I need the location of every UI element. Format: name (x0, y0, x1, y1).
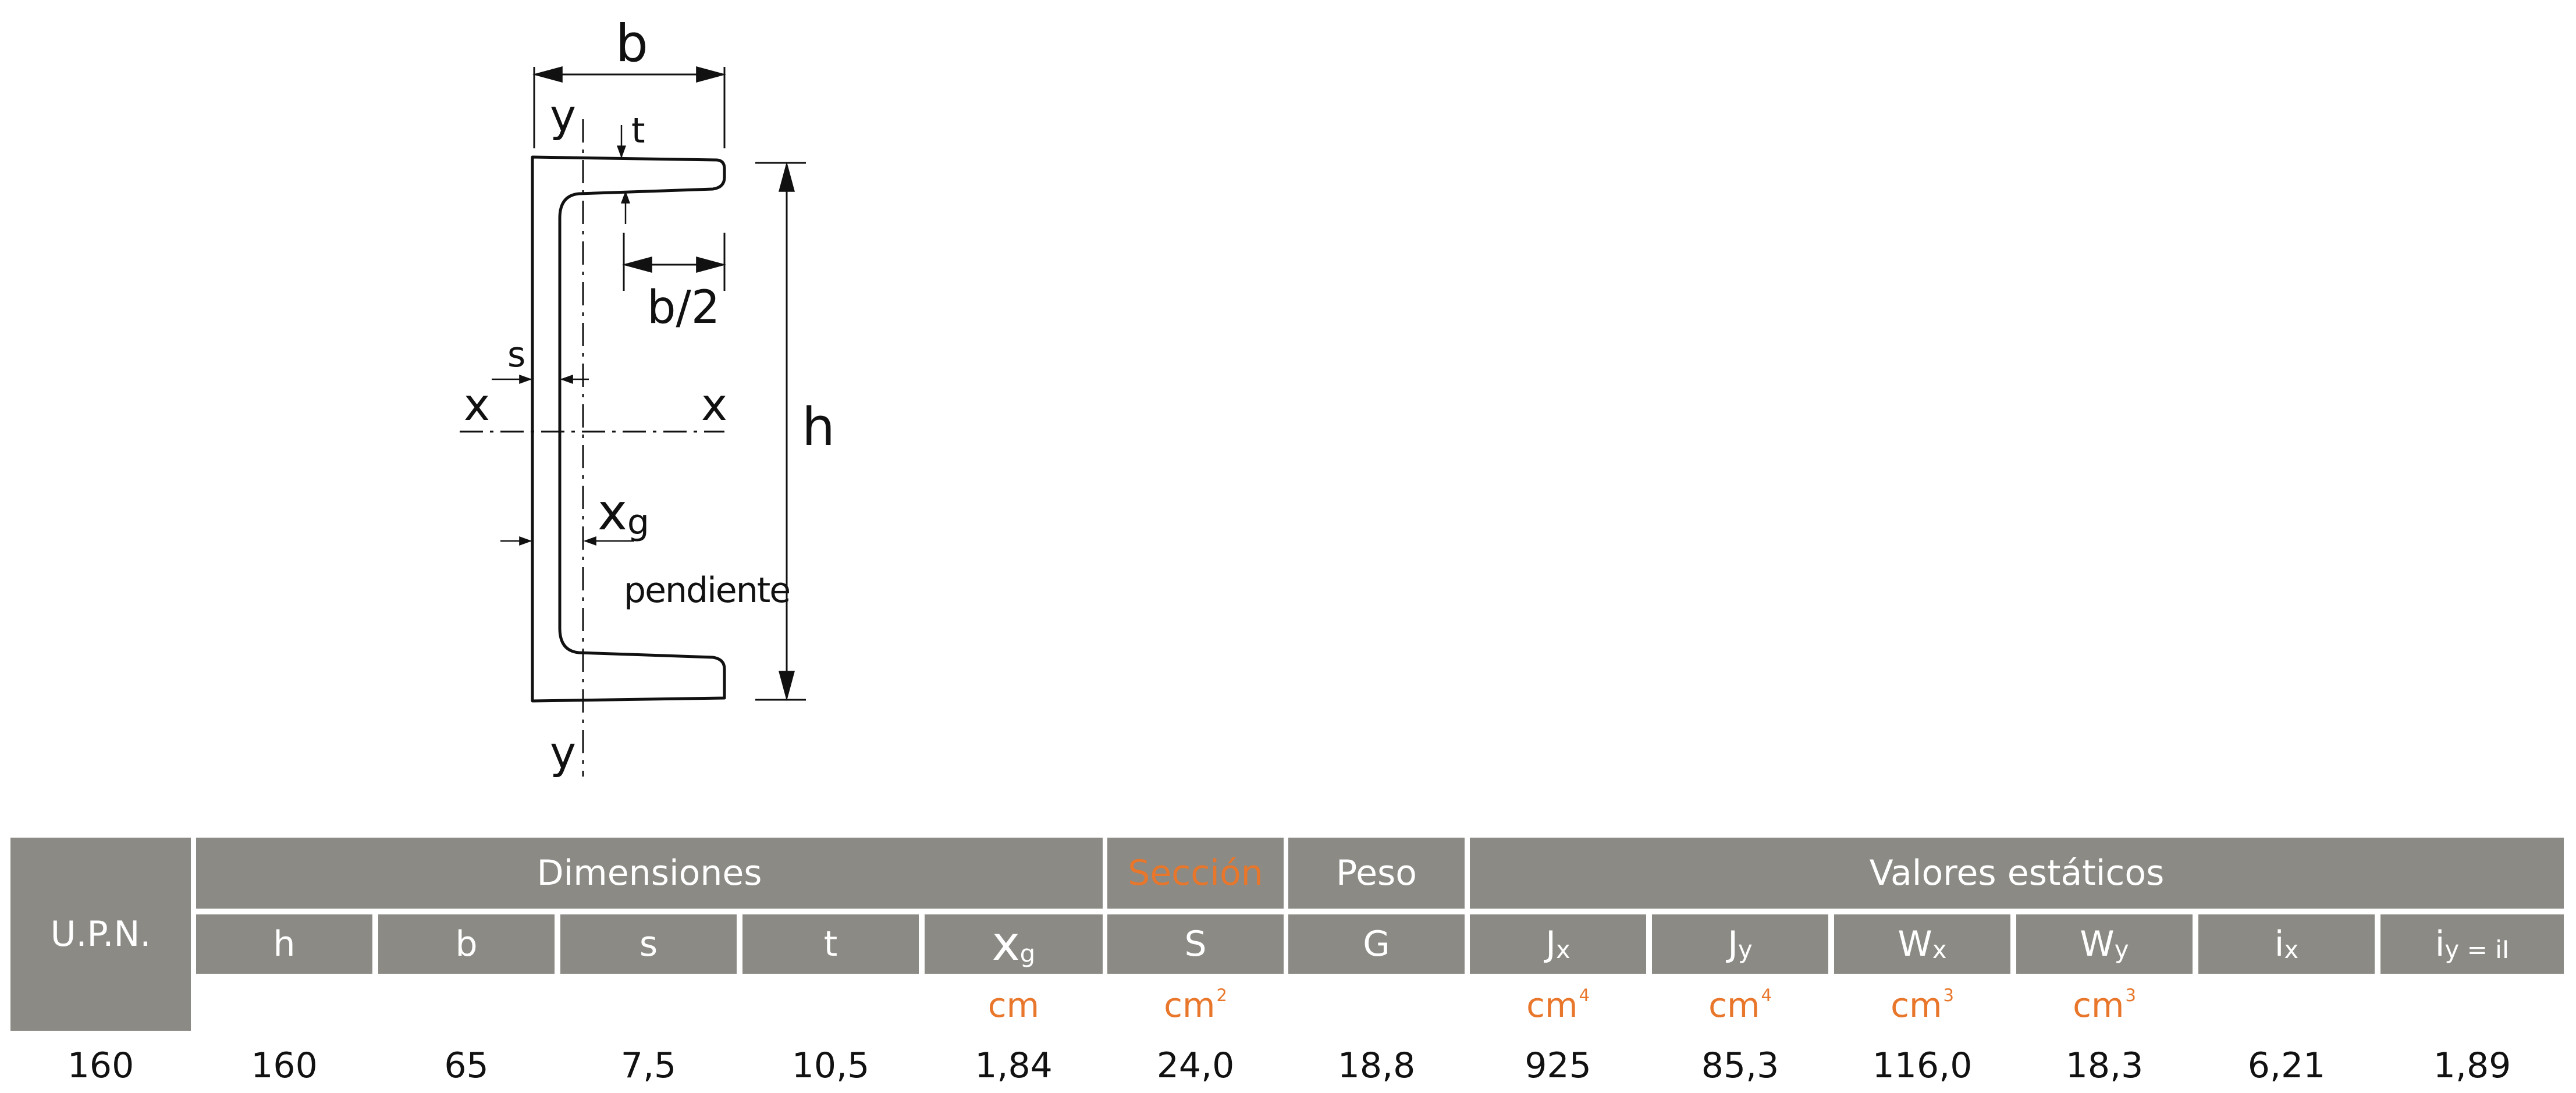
cell-b: 65 (444, 1045, 489, 1086)
unit-wx-label: cm3 (1891, 985, 1954, 1025)
col-header-jx-label: Jx (1545, 924, 1571, 964)
cell-wy: 18,3 (2065, 1045, 2144, 1086)
cell-t: 10,5 (791, 1045, 870, 1086)
x-right-label: x (701, 379, 727, 430)
peso-label: Peso (1336, 853, 1417, 893)
col-header-jy-label: Jy (1728, 924, 1753, 964)
t-label: t (631, 111, 645, 151)
unit-jy-label: cm4 (1708, 985, 1772, 1025)
col-header-G: G (1288, 914, 1465, 974)
seccion-header: Sección (1107, 838, 1284, 909)
cell-S: 24,0 (1156, 1045, 1235, 1086)
col-header-b: b (378, 914, 555, 974)
peso-header: Peso (1288, 838, 1465, 909)
slope-label: pendiente (624, 570, 790, 611)
col-header-t: t (742, 914, 919, 974)
x-left-label: x (464, 379, 490, 430)
col-header-jx: Jx (1470, 914, 1646, 974)
unit-wy: cm3 (2016, 977, 2193, 1033)
b-half-label: b/2 (647, 282, 720, 334)
unit-xg: cm (925, 977, 1103, 1033)
dimensiones-header: Dimensiones (196, 838, 1103, 909)
upn-header: U.P.N. (10, 838, 191, 1031)
cell-wx: 116,0 (1872, 1045, 1973, 1086)
b-label: b (616, 13, 648, 73)
col-header-wy-label: Wy (2080, 924, 2129, 964)
unit-S-label: cm2 (1164, 985, 1227, 1025)
col-header-b-label: b (455, 924, 478, 964)
unit-wy-label: cm3 (2073, 985, 2136, 1025)
unit-S: cm2 (1107, 977, 1284, 1033)
col-header-xg: xg (925, 914, 1103, 974)
xg-label: xg (598, 483, 649, 543)
col-header-iy: iy = iI (2380, 914, 2564, 974)
dimensiones-label: Dimensiones (536, 853, 762, 893)
cell-iy: 1,89 (2433, 1045, 2511, 1086)
unit-jx-label: cm4 (1526, 985, 1590, 1025)
col-header-S: S (1107, 914, 1284, 974)
cell-s: 7,5 (620, 1045, 677, 1086)
y-top-label: y (550, 90, 576, 141)
cell-ix: 6,21 (2247, 1045, 2326, 1086)
col-header-s-label: s (639, 924, 658, 964)
col-header-ix-label: ix (2274, 924, 2299, 964)
unit-wx: cm3 (1834, 977, 2010, 1033)
col-header-wy: Wy (2016, 914, 2193, 974)
cell-G: 18,8 (1337, 1045, 1416, 1086)
cell-xg: 1,84 (975, 1045, 1053, 1086)
cell-jx: 925 (1525, 1045, 1591, 1086)
col-header-xg-label: xg (992, 917, 1036, 971)
col-header-s: s (560, 914, 737, 974)
seccion-label: Sección (1128, 853, 1263, 893)
col-header-wx: Wx (1834, 914, 2010, 974)
col-header-jy: Jy (1652, 914, 1828, 974)
upn-header-label: U.P.N. (50, 914, 151, 955)
col-header-t-label: t (823, 924, 838, 964)
col-header-h: h (196, 914, 372, 974)
cell-upn: 160 (67, 1045, 134, 1086)
col-header-ix: ix (2198, 914, 2375, 974)
channel-profile (531, 155, 726, 703)
col-header-iy-label: iy = iI (2435, 924, 2510, 964)
col-header-S-label: S (1184, 924, 1207, 964)
y-bottom-label: y (550, 727, 576, 778)
unit-jx: cm4 (1470, 977, 1646, 1033)
unit-xg-label: cm (987, 985, 1040, 1025)
h-label: h (802, 397, 835, 458)
valores-estaticos-header: Valores estáticos (1470, 838, 2564, 909)
col-header-wx-label: Wx (1898, 924, 1947, 964)
cell-h: 160 (251, 1045, 318, 1086)
upn-section-diagram: b y y t b/2 s x x h xg pendiente (460, 13, 835, 778)
s-label: s (507, 334, 525, 375)
unit-jy: cm4 (1652, 977, 1828, 1033)
col-header-G-label: G (1363, 924, 1390, 964)
cell-jy: 85,3 (1701, 1045, 1779, 1086)
col-header-h-label: h (273, 924, 296, 964)
valores-estaticos-label: Valores estáticos (1869, 853, 2165, 893)
